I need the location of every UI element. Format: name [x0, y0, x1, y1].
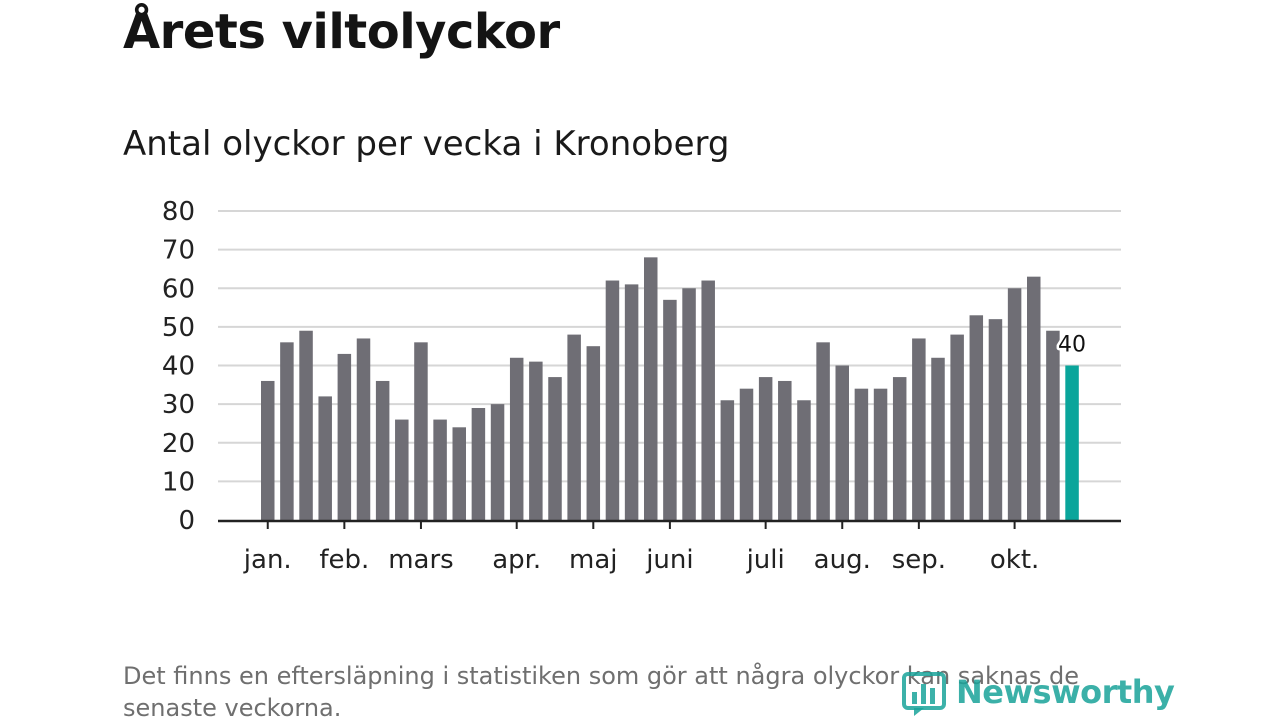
bar — [586, 346, 601, 520]
bar — [567, 334, 581, 520]
data-labels: 40 — [1056, 330, 1089, 360]
bar — [1027, 276, 1041, 520]
bars — [261, 257, 1079, 520]
bar — [471, 407, 486, 520]
bar — [778, 380, 792, 520]
y-tick-label: 0 — [178, 506, 195, 536]
page-title: Årets viltolyckor — [123, 4, 560, 60]
x-tick-label: aug. — [814, 545, 871, 575]
x-tick-label: jan. — [243, 545, 292, 575]
bar — [1007, 288, 1022, 520]
y-tick-label: 30 — [162, 390, 195, 420]
brand-name: Newsworthy — [956, 673, 1175, 711]
bar — [414, 342, 428, 520]
y-tick-label: 50 — [162, 313, 195, 343]
bar — [758, 377, 773, 520]
bar — [892, 377, 907, 520]
bar — [261, 380, 275, 520]
bar — [739, 388, 754, 520]
bar — [663, 299, 677, 520]
newsworthy-logo: Newsworthy — [902, 668, 1175, 716]
bar — [337, 353, 352, 520]
bar — [395, 419, 409, 520]
bar-data-label: 40 — [1058, 333, 1086, 358]
bar — [701, 280, 715, 520]
y-tick-label: 40 — [162, 352, 195, 382]
bar — [548, 377, 562, 520]
bar — [299, 330, 313, 520]
x-tick-label: maj — [569, 545, 617, 575]
x-axis — [218, 519, 1121, 529]
bar — [318, 396, 332, 520]
bar — [720, 400, 735, 520]
y-tick-label: 60 — [162, 274, 195, 304]
bar — [644, 257, 658, 520]
bar — [835, 365, 849, 520]
x-tick-label: okt. — [990, 545, 1039, 575]
bar-chart-logo-icon — [902, 672, 946, 716]
bar — [854, 388, 869, 520]
x-tick-label: juli — [746, 545, 785, 575]
y-tick-label: 10 — [162, 467, 195, 497]
y-tick-label: 70 — [162, 236, 195, 266]
bar — [682, 288, 696, 520]
bar — [797, 400, 811, 520]
x-tick-label: juni — [645, 545, 693, 575]
x-tick-label: sep. — [892, 545, 946, 575]
bar — [490, 404, 505, 520]
bar — [624, 284, 639, 520]
bar — [912, 338, 926, 520]
bar — [280, 342, 294, 520]
bar — [988, 319, 1003, 520]
x-tick-label: feb. — [319, 545, 369, 575]
bar — [433, 419, 447, 520]
bar — [356, 338, 371, 520]
bar — [529, 361, 543, 520]
chart-subtitle: Antal olyckor per vecka i Kronoberg — [123, 124, 730, 164]
bar — [509, 357, 524, 520]
bar — [1046, 330, 1060, 520]
y-tick-label: 20 — [162, 429, 195, 459]
x-tick-label: apr. — [492, 545, 541, 575]
bar — [969, 315, 984, 520]
bar-highlight — [1065, 365, 1079, 520]
bar — [931, 357, 945, 520]
bar — [375, 380, 390, 520]
bar — [816, 342, 830, 520]
bar — [452, 427, 466, 520]
bar — [873, 388, 888, 520]
bar — [950, 334, 964, 520]
month-labels: jan. feb. mars apr. maj juni juli aug. sep. okt. — [243, 545, 1040, 575]
x-tick-label: mars — [388, 545, 454, 575]
y-axis-ticks: 0 10 20 30 40 50 60 70 80 — [162, 197, 195, 536]
bar — [605, 280, 620, 520]
y-tick-label: 80 — [162, 197, 195, 227]
